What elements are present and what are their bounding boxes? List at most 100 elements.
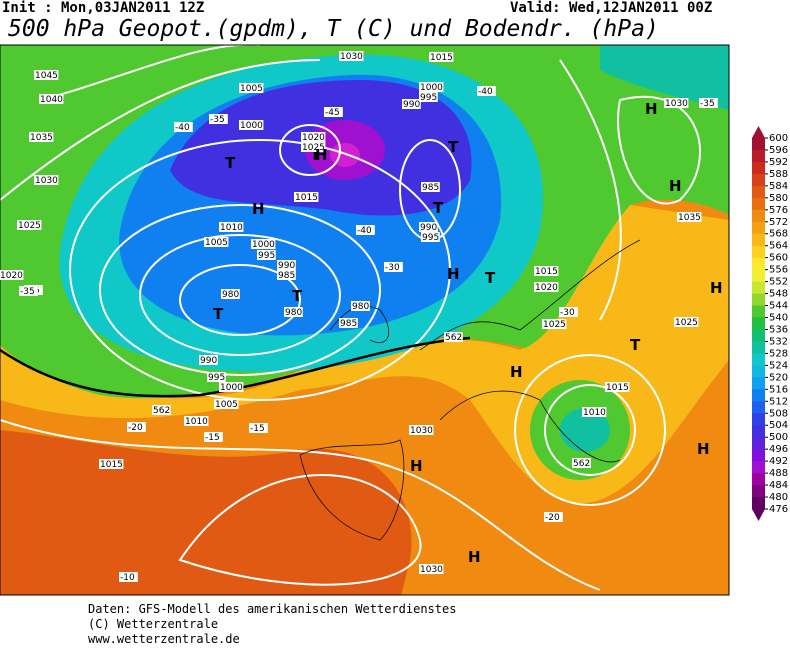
- contour-label-bg: [421, 182, 440, 192]
- contour-label-bg: [199, 355, 218, 365]
- colorbar-label: 500: [769, 432, 788, 443]
- pressure-center: H: [669, 177, 682, 195]
- colorbar-segment: [752, 413, 765, 426]
- contour-label: 1015: [295, 193, 318, 203]
- contour-label-bg: [209, 114, 228, 124]
- pressure-center: H: [710, 279, 723, 297]
- contour-label-bg: [572, 458, 591, 468]
- colorbar-segment: [752, 377, 765, 390]
- contour-label: 562: [573, 459, 590, 469]
- contour-label: 990: [403, 100, 420, 110]
- contour-label: -15: [250, 424, 265, 434]
- contour-label: 1000: [240, 121, 263, 131]
- colorbar-segment: [752, 341, 765, 354]
- contour-552: [0, 336, 471, 398]
- colorbar-segment: [752, 233, 765, 247]
- contour-label: -10: [120, 573, 135, 583]
- contour-label: 1020: [302, 133, 325, 143]
- contour-label: 1000: [220, 383, 243, 393]
- contour-label: -35: [700, 99, 715, 109]
- contour-label: 985: [340, 319, 357, 329]
- colorbar-segment: [752, 389, 765, 402]
- contour-label-bg: [419, 92, 438, 102]
- contour-label: -30: [385, 263, 400, 273]
- colorbar-label: 564: [769, 241, 788, 252]
- contour-label-bg: [152, 405, 171, 415]
- colorbar-label: 588: [769, 169, 788, 180]
- pressure-center: T: [292, 287, 303, 305]
- colorbar-label: 528: [769, 348, 788, 359]
- contour-label: -40: [357, 226, 372, 236]
- colorbar-label: 540: [769, 313, 788, 324]
- colorbar-label: 556: [769, 265, 788, 276]
- contour-label: 1005: [240, 84, 263, 94]
- colorbar-label: 524: [769, 360, 788, 371]
- pressure-center: H: [697, 440, 710, 458]
- colorbar-segment: [752, 365, 765, 378]
- colorbar-label: 536: [769, 324, 788, 335]
- pressure-center: T: [310, 146, 321, 164]
- colorbar-label: 592: [769, 157, 788, 168]
- map-title: 500 hPa Geopot.(gpdm), T (C) und Bodendr…: [8, 16, 659, 42]
- contour-label-bg: [324, 107, 343, 117]
- contour-label-bg: [39, 94, 64, 104]
- contour-label-bg: [294, 192, 319, 202]
- colorbar-label: 508: [769, 408, 788, 419]
- colorbar-label: 512: [769, 396, 788, 407]
- colorbar-segment: [752, 461, 765, 474]
- contour-label: 1025: [18, 221, 41, 231]
- contour-label-bg: [29, 132, 54, 142]
- colorbar-top-arrow: [752, 126, 765, 138]
- pressure-center: T: [225, 154, 236, 172]
- contour-label-bg: [534, 282, 559, 292]
- pressure-center: T: [433, 199, 444, 217]
- contour-label: -35: [210, 115, 225, 125]
- colorbar-segment: [752, 317, 765, 330]
- colorbar-label: 584: [769, 181, 788, 192]
- colorbar-label: 596: [769, 145, 788, 156]
- pressure-center: T: [485, 269, 496, 287]
- colorbar-segment: [752, 281, 765, 295]
- colorbar-segment: [752, 437, 765, 450]
- contour-label: 995: [420, 93, 437, 103]
- contour-label-bg: [17, 220, 42, 230]
- contour-label-bg: [251, 239, 276, 249]
- contour-label: 985: [422, 183, 439, 193]
- colorbar-segment: [752, 197, 765, 211]
- contour-label-bg: [219, 382, 244, 392]
- contour-label: 1025: [675, 318, 698, 328]
- contour-label-bg: [239, 120, 264, 130]
- contour-label-bg: [444, 332, 463, 342]
- colorbar-label: 532: [769, 336, 788, 347]
- colorbar-segment: [752, 449, 765, 462]
- contour-label: 1030: [340, 52, 363, 62]
- colorbar-label: 560: [769, 253, 788, 264]
- contour-label-bg: [421, 232, 440, 242]
- pressure-center: T: [213, 305, 224, 323]
- pressure-center: H: [645, 100, 658, 118]
- contour-label: 980: [352, 302, 369, 312]
- colorbar-label: 580: [769, 193, 788, 204]
- contour-label-bg: [301, 132, 326, 142]
- contour-label: 1005: [215, 400, 238, 410]
- contour-label-bg: [0, 270, 24, 280]
- contour-label-bg: [221, 289, 240, 299]
- contour-label: 990: [278, 261, 295, 271]
- contour-label: 1045: [35, 71, 58, 81]
- colorbar-segment: [752, 138, 765, 151]
- contour-label-bg: [207, 372, 226, 382]
- contour-label: 1015: [430, 53, 453, 63]
- colorbar-segment: [752, 161, 765, 175]
- valid-time: Valid: Wed,12JAN2011 00Z: [510, 0, 713, 16]
- contour-label: 1020: [535, 283, 558, 293]
- contour-label-bg: [127, 422, 146, 432]
- contour-label-bg: [339, 318, 358, 328]
- colorbar-segment: [752, 293, 765, 307]
- contour-label: 985: [278, 271, 295, 281]
- footer-url: www.wetterzentrale.de: [88, 632, 240, 646]
- pressure-center: T: [448, 138, 459, 156]
- contour-label: 1035: [678, 213, 701, 223]
- footer: Daten: GFS-Modell des amerikanischen Wet…: [88, 602, 456, 647]
- colorbar-label: 504: [769, 420, 788, 431]
